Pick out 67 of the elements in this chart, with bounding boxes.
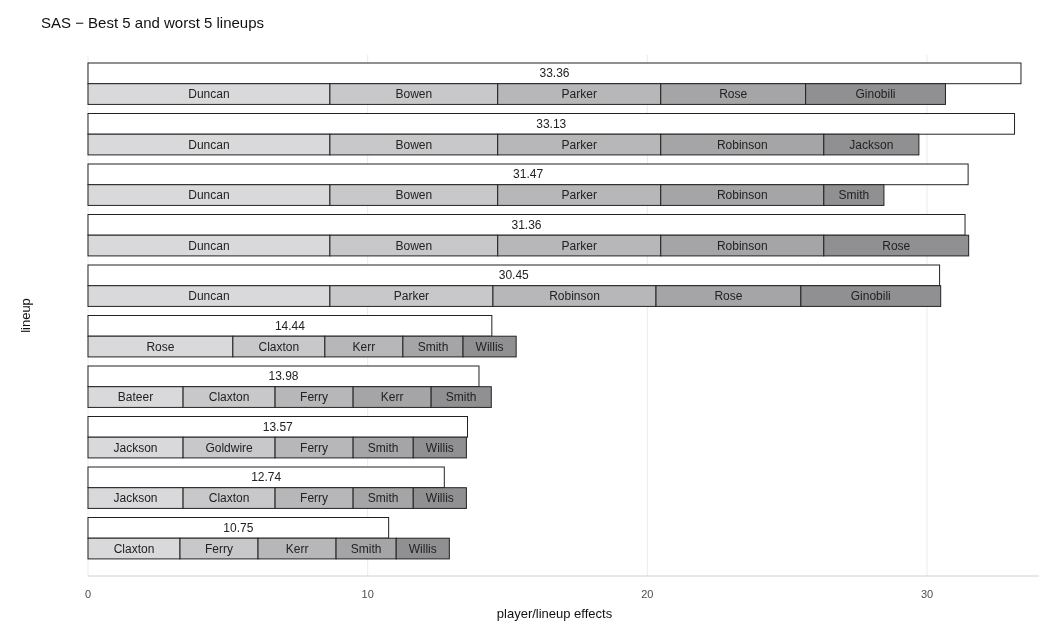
data-label: Jackson bbox=[113, 491, 158, 506]
data-label: 31.47 bbox=[513, 167, 544, 182]
y-axis-title: lineup bbox=[18, 298, 33, 333]
data-label: Ferry bbox=[205, 541, 234, 556]
data-label: Rose bbox=[714, 289, 743, 304]
data-label: Ginobili bbox=[855, 87, 896, 102]
data-label: Rose bbox=[719, 87, 748, 102]
data-label: Ginobili bbox=[850, 289, 891, 304]
data-label: Claxton bbox=[258, 339, 300, 354]
data-label: Robinson bbox=[716, 238, 768, 253]
data-label: 33.36 bbox=[539, 66, 570, 81]
x-tick-label: 10 bbox=[361, 588, 374, 600]
chart-title: SAS − Best 5 and worst 5 lineups bbox=[41, 14, 265, 31]
x-tick-label: 20 bbox=[641, 588, 654, 600]
data-label: 30.45 bbox=[498, 268, 530, 283]
data-label: Bowen bbox=[395, 137, 433, 152]
data-label: Duncan bbox=[188, 87, 230, 102]
data-label: Willis bbox=[425, 440, 454, 455]
data-label: Smith bbox=[367, 440, 399, 455]
data-label: 12.74 bbox=[251, 470, 282, 485]
data-label: Bowen bbox=[395, 188, 433, 203]
data-label: Ferry bbox=[300, 491, 329, 506]
data-label: 33.13 bbox=[536, 116, 567, 131]
data-label: Smith bbox=[838, 188, 870, 203]
x-tick-label: 30 bbox=[920, 588, 934, 600]
data-label: Bowen bbox=[395, 87, 433, 102]
data-label: Bowen bbox=[395, 238, 433, 253]
data-label: Kerr bbox=[380, 390, 404, 405]
data-label: Parker bbox=[393, 289, 430, 304]
data-label: Claxton bbox=[113, 541, 155, 556]
x-tick-label: 0 bbox=[84, 588, 92, 600]
data-label: 13.57 bbox=[262, 419, 294, 434]
data-label: Jackson bbox=[849, 137, 894, 152]
data-label: 13.98 bbox=[268, 369, 299, 384]
data-label: Parker bbox=[561, 238, 597, 253]
data-label: Ferry bbox=[300, 390, 329, 405]
data-label: Smith bbox=[350, 541, 382, 556]
data-label: Ferry bbox=[300, 440, 329, 455]
data-label: Duncan bbox=[188, 188, 230, 203]
data-label: Jackson bbox=[113, 440, 158, 455]
data-label: Goldwire bbox=[205, 440, 254, 455]
data-label: Kerr bbox=[285, 541, 309, 556]
data-label: Smith bbox=[417, 339, 449, 354]
data-label: Willis bbox=[425, 491, 454, 506]
data-label: Willis bbox=[408, 541, 437, 556]
data-label: Rose bbox=[882, 238, 911, 253]
data-label: Willis bbox=[475, 339, 504, 354]
data-label: Duncan bbox=[188, 238, 230, 253]
data-label: Robinson bbox=[716, 188, 768, 203]
data-label: 10.75 bbox=[223, 520, 254, 535]
data-label: Claxton bbox=[208, 491, 250, 506]
data-label: Duncan bbox=[188, 137, 230, 152]
data-label: Kerr bbox=[352, 339, 376, 354]
data-label: Parker bbox=[561, 188, 597, 203]
data-label: Parker bbox=[561, 87, 597, 102]
data-label: 31.36 bbox=[511, 217, 542, 232]
data-label: Bateer bbox=[117, 390, 154, 405]
data-label: Duncan bbox=[188, 289, 230, 304]
data-label: Parker bbox=[561, 137, 597, 152]
x-axis-title: player/lineup effects bbox=[496, 606, 613, 621]
data-label: Robinson bbox=[549, 289, 600, 304]
data-label: 14.44 bbox=[274, 318, 306, 333]
data-label: Robinson bbox=[716, 137, 768, 152]
data-label: Smith bbox=[445, 390, 477, 405]
data-label: Smith bbox=[367, 491, 399, 506]
data-label: Claxton bbox=[208, 390, 250, 405]
data-label: Rose bbox=[146, 339, 175, 354]
